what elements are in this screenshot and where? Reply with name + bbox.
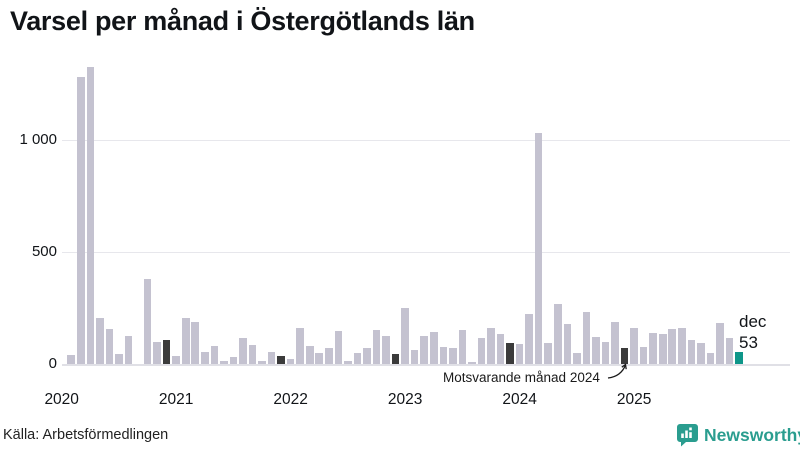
bar-2025-03 [649, 332, 657, 364]
bar-2024-05 [553, 304, 562, 364]
bar-2022-09 [363, 348, 371, 364]
bar-2020-08 [124, 336, 133, 364]
latest-value-label: dec 53 [739, 311, 766, 353]
bar-2023-03 [420, 335, 428, 364]
bar-2025-01 [630, 327, 638, 364]
bar-2021-01 [172, 355, 180, 364]
chart-title: Varsel per månad i Östergötlands län [10, 6, 475, 36]
bar-2023-07 [458, 329, 467, 364]
bar-2024-02 [525, 314, 533, 364]
bar-2023-11 [496, 334, 505, 364]
bar-2020-07 [115, 353, 123, 364]
bar-2021-06 [220, 361, 228, 364]
bar-2021-09 [248, 344, 257, 364]
x-tick-label-2021: 2021 [158, 391, 194, 408]
bar-2021-03 [191, 321, 200, 364]
bar-2020-10 [143, 279, 152, 364]
source-note: Källa: Arbetsförmedlingen [3, 427, 169, 443]
bar-2020-12 [162, 339, 171, 364]
y-tick-label-1000: 1 000 [19, 131, 57, 148]
bar-2025-06 [678, 327, 686, 364]
bar-2023-12 [506, 343, 514, 364]
bar-2022-04 [315, 352, 324, 364]
bar-2024-09 [592, 337, 600, 364]
bar-2023-01 [401, 307, 409, 364]
bar-2021-05 [210, 346, 219, 364]
x-axis-line [62, 364, 790, 366]
latest-value: 53 [739, 333, 758, 352]
bar-2022-02 [296, 327, 304, 364]
bar-2024-01 [515, 343, 524, 364]
bar-2021-10 [258, 360, 266, 364]
newsworthy-logo[interactable]: Newsworthy [676, 422, 800, 448]
bar-2023-06 [449, 347, 457, 364]
bar-2024-11 [611, 321, 619, 364]
bar-2025-11 [725, 338, 734, 364]
bar-2025-02 [639, 346, 648, 364]
bar-2025-09 [706, 353, 715, 364]
bar-2023-08 [468, 362, 476, 364]
bar-2022-03 [305, 345, 314, 364]
comparison-annotation: Motsvarande månad 2024 [443, 370, 600, 385]
bar-2020-05 [96, 318, 104, 364]
y-tick-label-500: 500 [31, 243, 57, 260]
bar-2021-07 [229, 357, 238, 364]
bar-2022-06 [334, 331, 343, 364]
bar-2020-06 [105, 329, 114, 364]
bar-2022-08 [353, 353, 362, 364]
bar-2022-07 [344, 361, 352, 364]
bar-2025-07 [687, 340, 696, 364]
latest-month: dec [739, 312, 767, 331]
bar-2021-04 [201, 351, 209, 364]
x-tick-label-2024: 2024 [502, 391, 537, 408]
bar-2025-04 [658, 334, 667, 364]
bar-2024-03 [534, 133, 543, 364]
bar-2020-02 [67, 355, 76, 364]
bar-2025-10 [716, 323, 724, 364]
bar-2020-03 [76, 76, 85, 364]
bar-2023-10 [487, 328, 495, 364]
annotation-arrow-icon [607, 363, 627, 379]
x-tick-label-2025: 2025 [616, 391, 652, 408]
bar-2025-12 [735, 352, 743, 364]
bar-2024-08 [582, 312, 591, 364]
x-tick-label-2023: 2023 [387, 391, 423, 408]
bar-2022-12 [391, 354, 400, 364]
bar-2020-04 [86, 66, 95, 364]
y-tick-label-0: 0 [48, 355, 57, 372]
bar-2024-12 [620, 347, 629, 364]
bar-2025-05 [668, 329, 677, 364]
bar-2023-02 [410, 350, 419, 364]
bar-2025-08 [697, 342, 705, 364]
gridline-500 [62, 251, 790, 253]
x-tick-label-2020: 2020 [44, 391, 79, 408]
newsworthy-bubble-icon [677, 424, 698, 447]
bar-2021-02 [181, 318, 190, 364]
gridline-1000 [62, 139, 790, 141]
bar-2023-04 [429, 331, 438, 364]
bar-2023-05 [439, 346, 448, 364]
x-tick-label-2022: 2022 [273, 391, 308, 408]
bar-2022-11 [382, 335, 390, 364]
newsworthy-wordmark: Newsworthy [704, 424, 800, 445]
bar-2024-10 [601, 341, 610, 364]
bar-2022-05 [325, 348, 333, 364]
bar-2021-11 [267, 351, 276, 364]
bar-2023-09 [477, 338, 486, 364]
bar-2022-01 [286, 359, 295, 364]
bar-2022-10 [372, 329, 381, 364]
bar-2024-06 [563, 324, 572, 364]
bar-2021-08 [239, 338, 247, 364]
bar-2024-07 [573, 352, 581, 364]
bar-2021-12 [277, 355, 285, 364]
bar-2024-04 [544, 343, 553, 364]
bar-2020-11 [153, 342, 161, 364]
